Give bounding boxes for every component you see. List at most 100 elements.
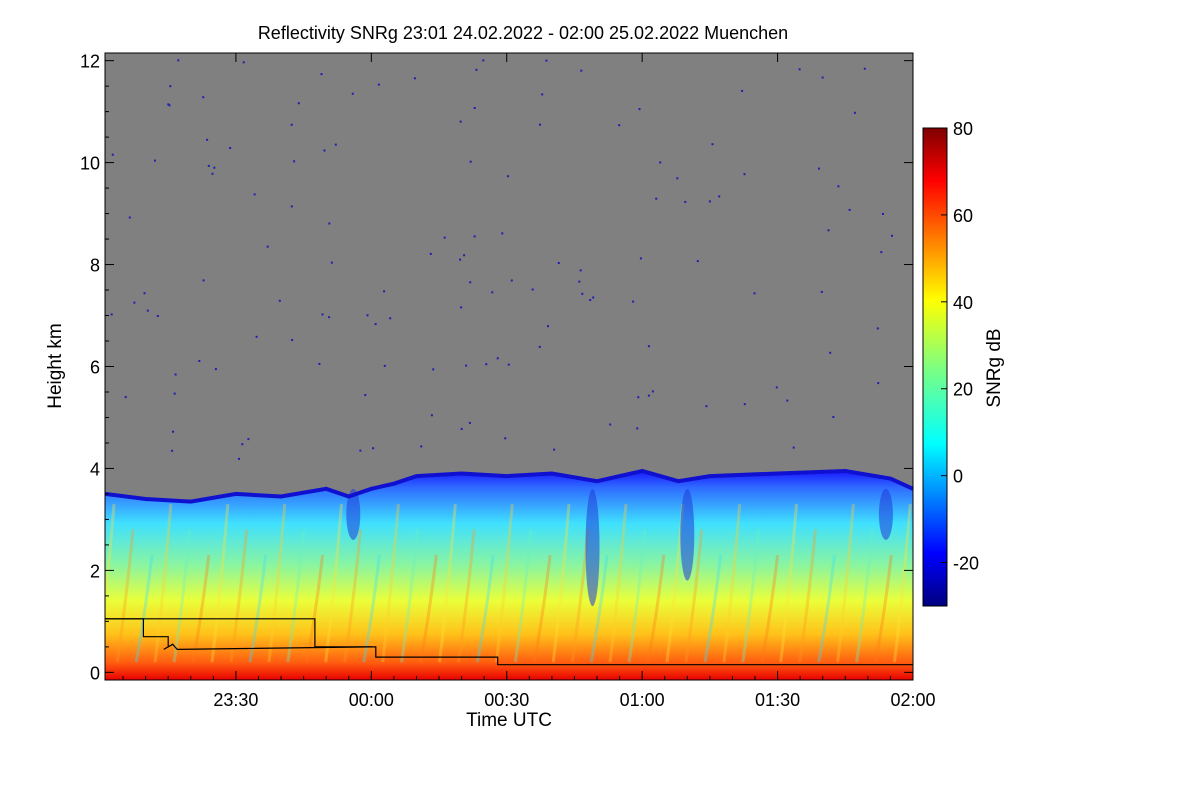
noise-speckle bbox=[154, 159, 156, 162]
colorbar-tick-label: 20 bbox=[953, 380, 973, 400]
noise-speckle bbox=[328, 222, 331, 225]
noise-speckle bbox=[111, 153, 114, 156]
noise-speckle bbox=[207, 164, 210, 167]
fall-streak bbox=[855, 529, 874, 663]
noise-speckle bbox=[321, 313, 324, 316]
noise-speckle bbox=[580, 69, 583, 72]
noise-speckle bbox=[328, 316, 331, 319]
fall-streak bbox=[305, 554, 325, 663]
noise-speckle bbox=[459, 258, 462, 261]
noise-speckle bbox=[169, 85, 172, 88]
x-tick-label: 01:00 bbox=[620, 690, 665, 710]
noise-speckle bbox=[206, 138, 209, 141]
noise-speckle bbox=[863, 67, 866, 70]
noise-speckle bbox=[659, 161, 662, 164]
noise-speckle bbox=[359, 449, 362, 452]
noise-speckle bbox=[496, 357, 499, 360]
x-tick-label: 02:00 bbox=[890, 690, 935, 710]
plot-area bbox=[105, 53, 913, 680]
noise-speckle bbox=[255, 335, 258, 338]
fall-streak bbox=[532, 554, 552, 663]
noise-speckle bbox=[539, 123, 541, 126]
noise-speckle bbox=[143, 292, 146, 295]
fall-streak bbox=[893, 503, 912, 663]
noise-speckle bbox=[820, 290, 823, 293]
fall-streak bbox=[210, 503, 230, 663]
colorbar-scale bbox=[922, 127, 948, 607]
noise-speckle bbox=[241, 443, 244, 446]
fall-streak bbox=[248, 554, 268, 663]
low-echo-region bbox=[585, 488, 600, 607]
noise-speckle bbox=[853, 111, 856, 114]
noise-speckle bbox=[647, 345, 650, 348]
noise-speckle bbox=[202, 279, 205, 282]
noise-speckle bbox=[351, 92, 354, 95]
noise-speckle bbox=[172, 430, 174, 433]
noise-speckle bbox=[383, 364, 386, 367]
y-tick-label: 2 bbox=[90, 561, 100, 581]
noise-speckle bbox=[485, 363, 488, 366]
fall-streak bbox=[115, 529, 135, 663]
noise-speckle bbox=[637, 396, 640, 399]
fall-streak bbox=[381, 503, 400, 663]
noise-speckle bbox=[128, 216, 131, 219]
y-tick-label: 10 bbox=[80, 154, 100, 174]
fall-streak bbox=[400, 529, 419, 663]
colorbar-tick-label: 0 bbox=[953, 467, 963, 487]
mixing-layer-line-1 bbox=[105, 618, 913, 666]
noise-speckle bbox=[501, 232, 504, 235]
noise-speckle bbox=[829, 351, 832, 354]
noise-speckle bbox=[173, 392, 176, 395]
y-tick-label: 4 bbox=[90, 459, 100, 479]
noise-speckle bbox=[334, 143, 337, 146]
noise-speckle bbox=[110, 313, 113, 316]
noise-speckle bbox=[475, 68, 478, 71]
noise-speckle bbox=[837, 185, 840, 188]
noise-speckle bbox=[320, 73, 323, 76]
fall-streak bbox=[153, 503, 173, 663]
noise-speckle bbox=[636, 427, 639, 430]
fall-streak bbox=[874, 554, 893, 663]
chart-title: Reflectivity SNRg 23:01 24.02.2022 - 02:… bbox=[258, 23, 788, 43]
fall-streak bbox=[836, 503, 855, 663]
noise-speckle bbox=[443, 236, 446, 239]
noise-speckle bbox=[318, 362, 321, 365]
noise-speckle bbox=[708, 200, 711, 203]
noise-speckle bbox=[177, 59, 180, 62]
noise-speckle bbox=[460, 427, 463, 430]
noise-speckle bbox=[278, 299, 281, 302]
noise-speckle bbox=[538, 345, 541, 348]
noise-speckle bbox=[463, 254, 466, 257]
noise-speckle bbox=[821, 76, 824, 79]
fall-streak bbox=[817, 554, 836, 663]
fall-streak bbox=[191, 554, 211, 663]
noise-speckle bbox=[469, 281, 472, 284]
noise-speckle bbox=[792, 446, 795, 449]
noise-speckle bbox=[647, 394, 650, 397]
noise-speckle bbox=[167, 103, 170, 106]
colorbar-tick-label: 40 bbox=[953, 293, 973, 313]
noise-speckle bbox=[579, 269, 582, 272]
fall-streak bbox=[494, 503, 514, 663]
fall-streak bbox=[513, 529, 533, 663]
noise-speckle bbox=[676, 177, 679, 180]
colorbar-tick-label: -20 bbox=[953, 554, 979, 574]
noise-speckle bbox=[827, 229, 830, 232]
y-tick-label: 0 bbox=[90, 663, 100, 683]
noise-speckle bbox=[507, 363, 510, 366]
noise-speckle bbox=[213, 166, 216, 169]
noise-speckle bbox=[832, 416, 835, 418]
noise-speckle bbox=[247, 438, 250, 441]
noise-speckle bbox=[891, 234, 893, 237]
noise-speckle bbox=[651, 390, 654, 393]
noise-speckle bbox=[214, 368, 217, 371]
noise-speckle bbox=[473, 107, 476, 109]
noise-speckle bbox=[420, 445, 423, 448]
noise-speckle bbox=[553, 448, 556, 451]
noise-speckle bbox=[877, 382, 880, 385]
fall-streak bbox=[456, 529, 476, 663]
fall-streak bbox=[684, 529, 704, 663]
noise-speckle bbox=[229, 147, 232, 149]
fall-streak bbox=[267, 503, 287, 663]
